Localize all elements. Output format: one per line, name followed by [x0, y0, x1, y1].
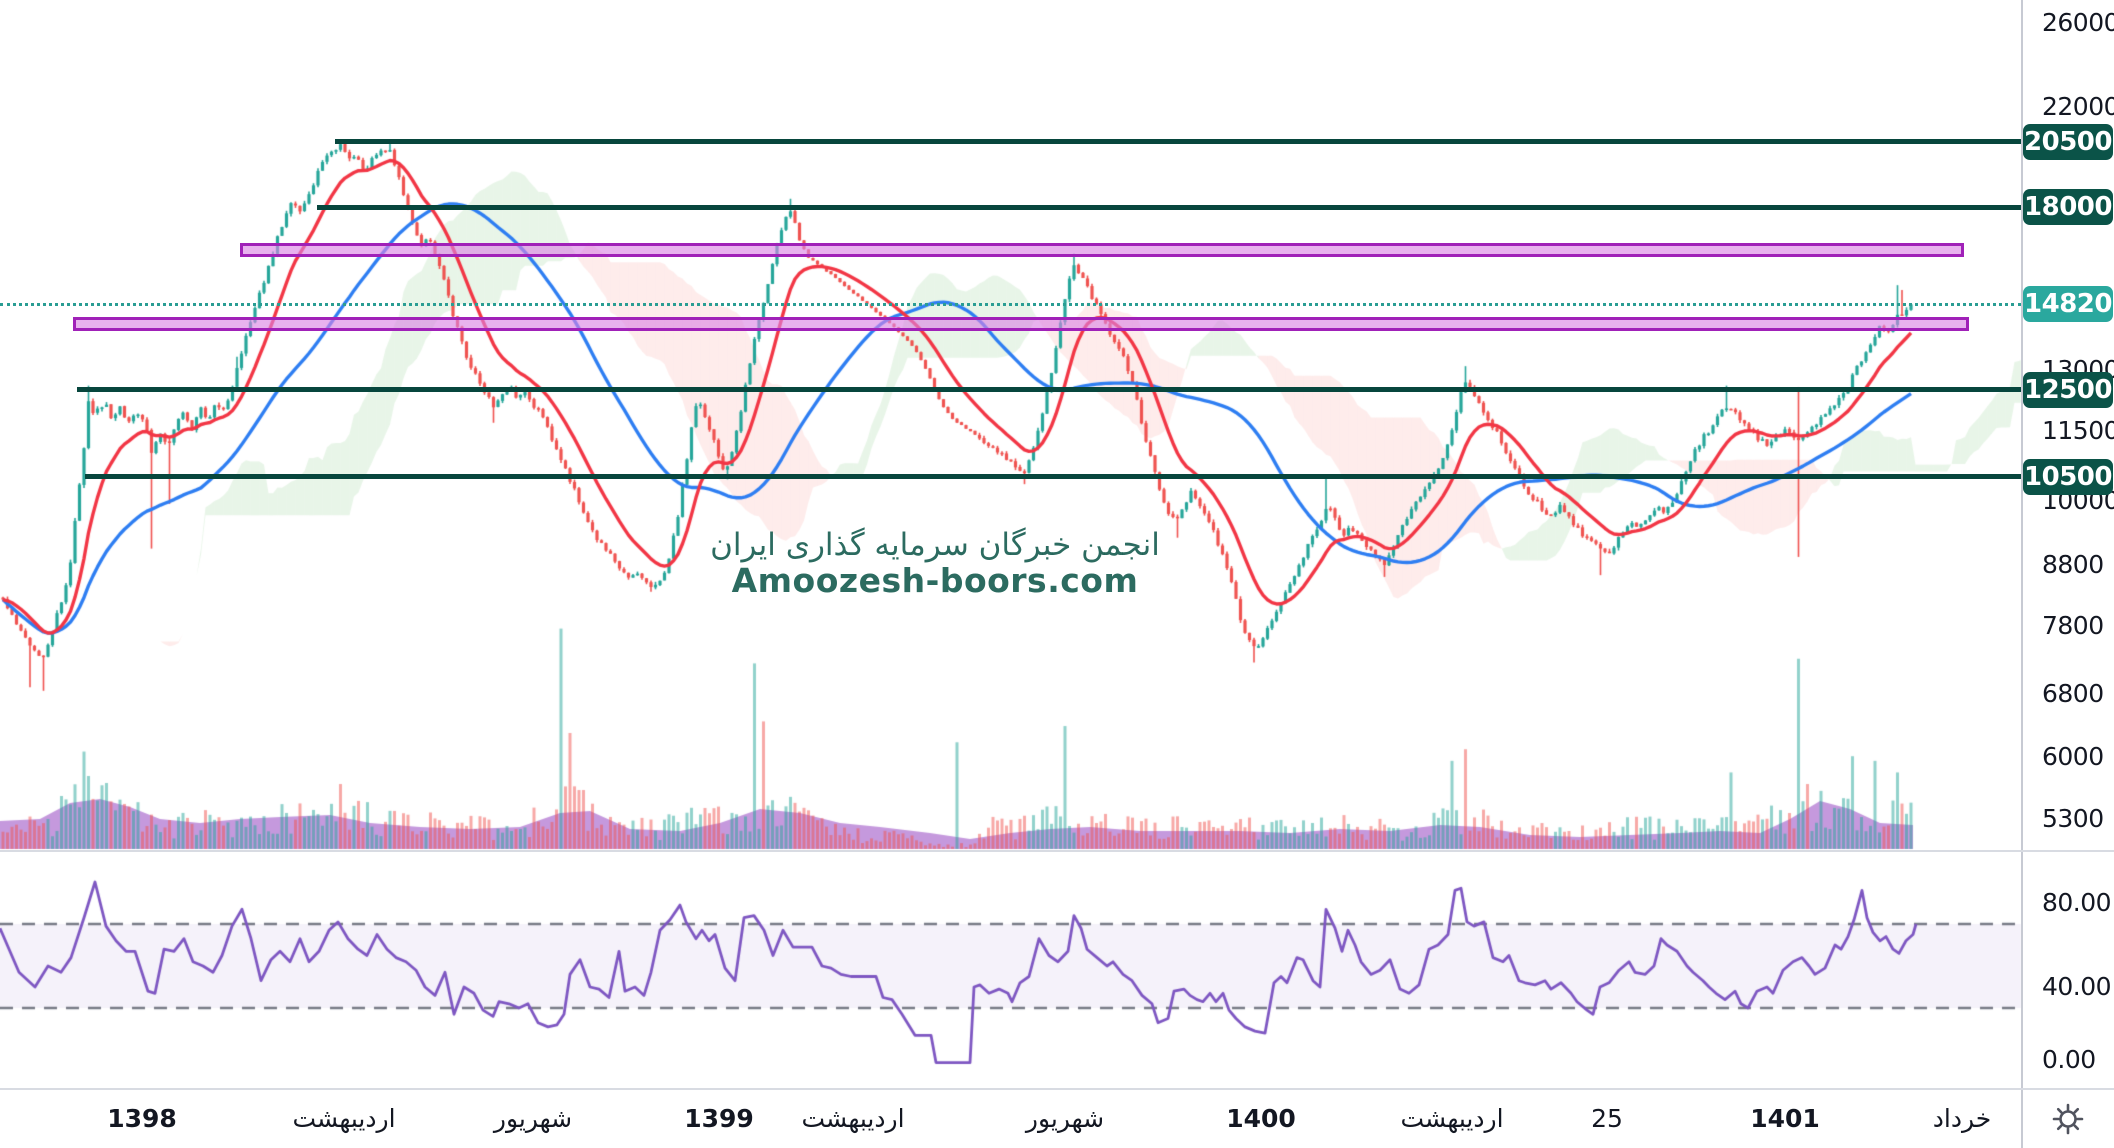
- sr-line-20500[interactable]: [335, 139, 2021, 145]
- price-tick-11500[interactable]: 11500: [2042, 416, 2114, 446]
- upper-supply-zone[interactable]: [240, 243, 1964, 258]
- time-label-m2[interactable]: شهریور: [493, 1104, 573, 1133]
- price-axis-separator[interactable]: [2021, 0, 2023, 1148]
- price-tick-22000[interactable]: 22000: [2042, 91, 2114, 121]
- rsi-level-0.00[interactable]: 0.00: [2042, 1045, 2096, 1074]
- time-label-1399[interactable]: 1399: [684, 1104, 754, 1133]
- price-tick-5300[interactable]: 5300: [2042, 804, 2104, 834]
- current-price-badge: 14820: [2023, 286, 2113, 323]
- time-label-1400[interactable]: 1400: [1226, 1104, 1296, 1133]
- current-price-line: [0, 302, 2021, 306]
- price-tick-8800[interactable]: 8800: [2042, 550, 2104, 580]
- time-label-1401[interactable]: 1401: [1750, 1104, 1820, 1133]
- time-label-m5[interactable]: شهریور: [1025, 1104, 1105, 1133]
- price-tick-7800[interactable]: 7800: [2042, 610, 2104, 640]
- time-label-m10[interactable]: خرداد: [1932, 1104, 1992, 1133]
- settings-gear-icon[interactable]: [2048, 1099, 2088, 1139]
- time-axis-separator[interactable]: [0, 1088, 2114, 1090]
- rsi-level-40.00[interactable]: 40.00: [2042, 972, 2112, 1001]
- sr-line-12500[interactable]: [77, 387, 2021, 393]
- rsi-level-80.00[interactable]: 80.00: [2042, 888, 2112, 917]
- lower-supply-zone[interactable]: [73, 316, 1969, 331]
- price-tick-26000[interactable]: 26000: [2042, 7, 2114, 37]
- price-badge-12500: 12500: [2023, 371, 2113, 408]
- time-label-m4[interactable]: اردیبهشت: [801, 1104, 905, 1133]
- time-label-m1[interactable]: اردیبهشت: [292, 1104, 396, 1133]
- price-badge-20500: 20500: [2023, 123, 2113, 160]
- sr-line-18000[interactable]: [317, 204, 2021, 210]
- price-tick-6000[interactable]: 6000: [2042, 742, 2104, 772]
- price-tick-6800[interactable]: 6800: [2042, 679, 2104, 709]
- price-badge-18000: 18000: [2023, 189, 2113, 226]
- price-badge-10500: 10500: [2023, 458, 2113, 495]
- sr-line-10500[interactable]: [85, 474, 2021, 480]
- time-label-m8[interactable]: 25: [1591, 1104, 1623, 1133]
- time-label-m7[interactable]: اردیبهشت: [1400, 1104, 1504, 1133]
- rsi-pane-separator[interactable]: [0, 850, 2114, 852]
- time-label-1398[interactable]: 1398: [107, 1104, 177, 1133]
